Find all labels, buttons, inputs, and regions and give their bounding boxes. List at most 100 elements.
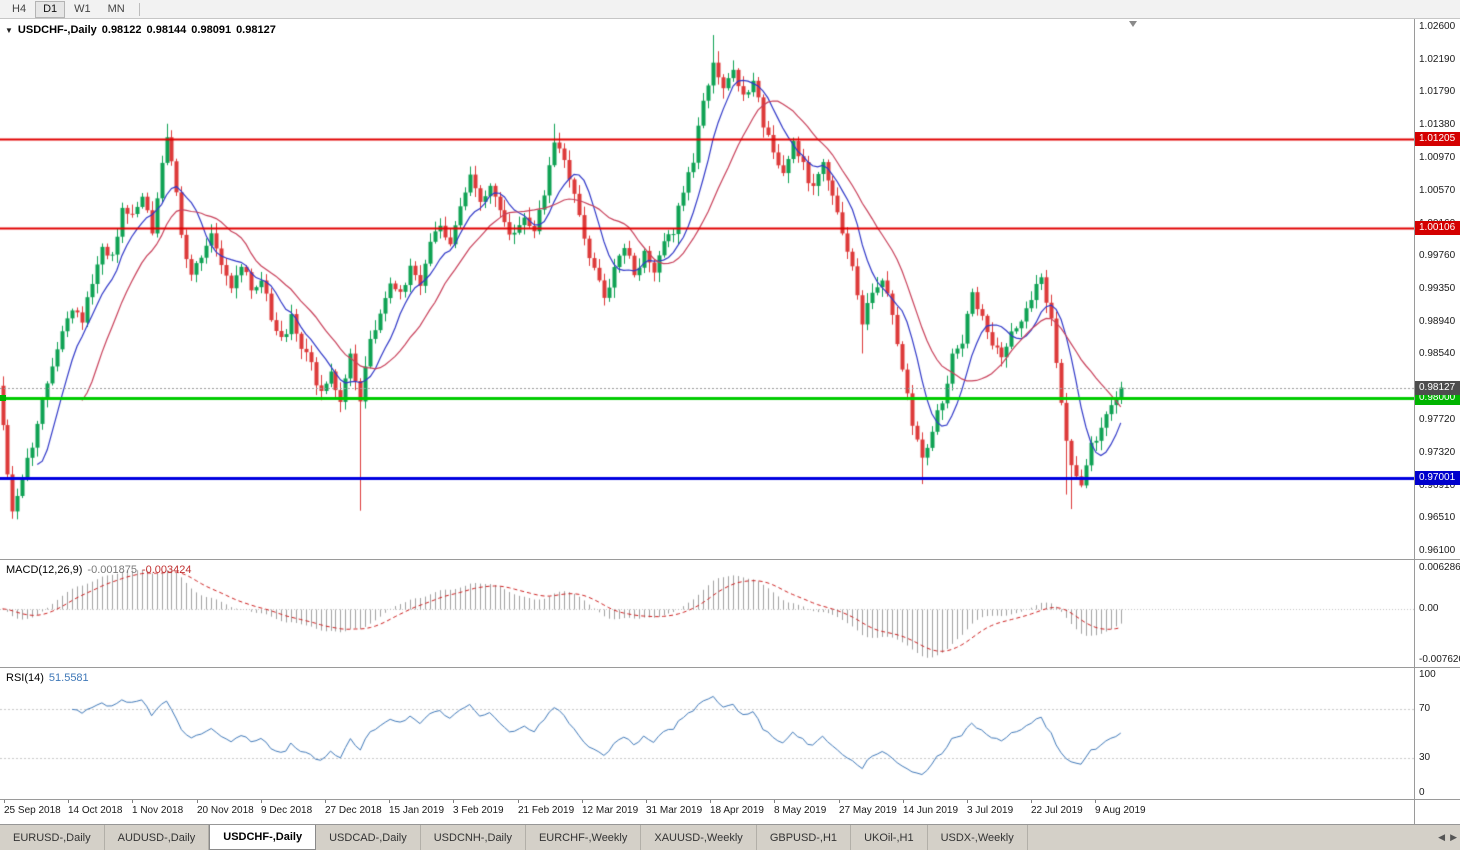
candlestick-chart-canvas[interactable]	[0, 19, 1414, 559]
price-axis-label: 0.96510	[1419, 512, 1456, 523]
time-axis-tick	[325, 800, 326, 803]
timeframe-buttons: H4 D1 W1 MN	[4, 0, 134, 18]
chart-tab-xauusd[interactable]: XAUUSD-,Weekly	[641, 825, 757, 850]
chart-window: ▼ USDCHF-,Daily 0.98122 0.98144 0.98091 0.981…	[0, 19, 1460, 824]
date-label: 21 Feb 2019	[518, 805, 575, 816]
macd-indicator-canvas[interactable]	[0, 560, 1414, 667]
toolbar-separator	[138, 2, 140, 16]
timeframe-mn-button[interactable]: MN	[107, 2, 125, 15]
hline-price-tag: 0.97001	[1415, 471, 1460, 485]
price-axis-label: 1.02190	[1419, 54, 1456, 65]
rsi-value: 51.5581	[48, 672, 89, 684]
time-axis-tick	[453, 800, 454, 803]
date-label: 15 Jan 2019	[389, 805, 445, 816]
chart-tab-audusd[interactable]: AUDUSD-,Daily	[105, 825, 210, 850]
time-axis-tick	[839, 800, 840, 803]
date-label: 18 Apr 2019	[710, 805, 764, 816]
price-axis-label: 70	[1419, 703, 1431, 714]
chart-tab-eurchf[interactable]: EURCHF-,Weekly	[526, 825, 642, 850]
price-axis-label: 0	[1419, 787, 1425, 798]
hline-price-tag: 1.00106	[1415, 221, 1460, 235]
time-axis-tick	[389, 800, 390, 803]
date-label: 20 Nov 2018	[197, 805, 254, 816]
macd-label: MACD(12,26,9) -0.001875 -0.003424	[6, 564, 197, 576]
ohlc-open: 0.98122	[101, 24, 142, 36]
price-axis-label: 0.006286	[1419, 562, 1460, 573]
date-label: 27 May 2019	[839, 805, 897, 816]
time-axis-tick	[646, 800, 647, 803]
chart-symbol-label: USDCHF-,Daily	[17, 24, 97, 36]
chart-tab-ukoil[interactable]: UKOil-,H1	[851, 825, 928, 850]
chart-tab-usdcad[interactable]: USDCAD-,Daily	[316, 825, 421, 850]
tabs-scroll-left-icon[interactable]: ◀	[1438, 832, 1446, 842]
price-axis-label: 0.96910	[1419, 480, 1456, 491]
time-axis-tick	[261, 800, 262, 803]
price-axis-label: 0.99760	[1419, 250, 1456, 261]
chart-tab-usdx[interactable]: USDX-,Weekly	[928, 825, 1028, 850]
timeframe-h4-button[interactable]: H4	[12, 2, 27, 15]
timeframe-d1-button[interactable]: D1	[35, 0, 66, 18]
chart-tab-eurusd[interactable]: EURUSD-,Daily	[0, 825, 105, 850]
time-axis-tick	[1031, 800, 1032, 803]
time-axis-tick	[132, 800, 133, 803]
hline-anchor-marker[interactable]	[0, 395, 6, 401]
price-axis-label: 1.00570	[1419, 185, 1456, 196]
date-label: 3 Feb 2019	[453, 805, 504, 816]
date-label: 8 May 2019	[774, 805, 827, 816]
time-axis-tick	[710, 800, 711, 803]
date-label: 1 Nov 2018	[132, 805, 184, 816]
date-label: 3 Jul 2019	[967, 805, 1014, 816]
symbol-menu-icon[interactable]: ▼	[5, 26, 13, 35]
date-label: 31 Mar 2019	[646, 805, 703, 816]
price-axis-label: 0.00	[1419, 603, 1439, 614]
price-axis-label: 1.01790	[1419, 86, 1456, 97]
date-label: 27 Dec 2018	[325, 805, 382, 816]
date-label: 22 Jul 2019	[1031, 805, 1083, 816]
price-axis-label: 30	[1419, 752, 1431, 763]
chart-tab-usdchf[interactable]: USDCHF-,Daily	[209, 825, 317, 850]
ohlc-close: 0.98127	[236, 24, 276, 36]
date-label: 9 Dec 2018	[261, 805, 313, 816]
panel-separator	[0, 799, 1460, 800]
time-axis-tick	[197, 800, 198, 803]
chart-tab-gbpusd[interactable]: GBPUSD-,H1	[757, 825, 852, 850]
ohlc-low: 0.98091	[191, 24, 232, 36]
time-axis[interactable]: 25 Sep 2018 14 Oct 2018 1 Nov 2018 20 Nov 2…	[0, 800, 1414, 824]
time-axis-tick	[518, 800, 519, 803]
price-axis-label: 0.98940	[1419, 316, 1456, 327]
time-axis-tick	[582, 800, 583, 803]
timeframe-toolbar: H4 D1 W1 MN	[0, 0, 1460, 19]
macd-title: MACD(12,26,9)	[6, 564, 83, 576]
chart-tabs-bar: EURUSD-,Daily AUDUSD-,Daily USDCHF-,Daily U…	[0, 824, 1460, 850]
price-axis-label: 1.02600	[1419, 21, 1456, 32]
rsi-indicator-canvas[interactable]	[0, 668, 1414, 799]
date-label: 25 Sep 2018	[4, 805, 61, 816]
price-axis[interactable]: 1.02600 1.02190 1.01790 1.01380 1.00970 1.005…	[1414, 19, 1460, 824]
chart-tab-usdcnh[interactable]: USDCNH-,Daily	[421, 825, 526, 850]
time-axis-tick	[1095, 800, 1096, 803]
chart-shift-marker[interactable]	[1129, 21, 1137, 27]
panel-separator[interactable]	[0, 667, 1460, 668]
tabs-scroll-right-icon[interactable]: ▶	[1450, 832, 1457, 842]
price-axis-label: 1.00970	[1419, 152, 1456, 163]
price-axis-label: 0.98540	[1419, 348, 1456, 359]
price-axis-label: 0.97720	[1419, 414, 1456, 425]
timeframe-w1-button[interactable]: W1	[74, 2, 91, 15]
panel-separator[interactable]	[0, 559, 1460, 560]
time-axis-tick	[4, 800, 5, 803]
date-label: 14 Oct 2018	[68, 805, 123, 816]
chart-tabs: EURUSD-,Daily AUDUSD-,Daily USDCHF-,Daily U…	[0, 825, 1028, 850]
rsi-label: RSI(14) 51.5581	[6, 672, 94, 684]
price-axis-label: 0.96100	[1419, 545, 1456, 556]
ohlc-high: 0.98144	[146, 24, 187, 36]
tabs-scroll-controls: ◀ ▶	[1438, 825, 1457, 850]
rsi-title: RSI(14)	[6, 672, 44, 684]
date-label: 9 Aug 2019	[1095, 805, 1146, 816]
hline-price-tag: 1.01205	[1415, 132, 1460, 146]
price-axis-label: 0.99350	[1419, 283, 1456, 294]
chart-ohlc-header: ▼ USDCHF-,Daily 0.98122 0.98144 0.98091 0.981…	[5, 24, 281, 36]
time-axis-tick	[967, 800, 968, 803]
price-axis-label: 0.97320	[1419, 447, 1456, 458]
date-label: 12 Mar 2019	[582, 805, 639, 816]
time-axis-tick	[68, 800, 69, 803]
